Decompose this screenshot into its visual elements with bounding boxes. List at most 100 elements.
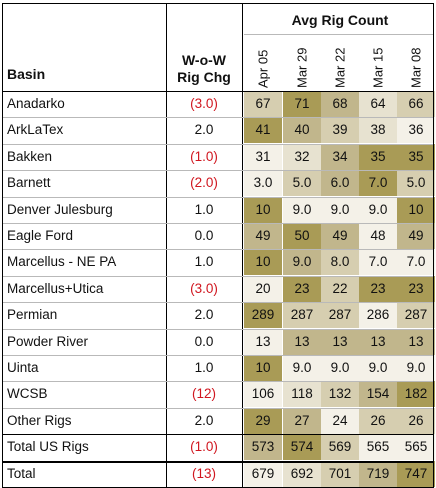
table-row: Barnett (2.0) 3.0 5.0 6.0 7.0 5.0 xyxy=(0,170,436,197)
rig-count-cell: 41 xyxy=(244,117,282,144)
row-divider xyxy=(3,144,433,145)
wow-change: 1.0 xyxy=(194,254,214,270)
rig-count-cell: 106 xyxy=(244,381,282,408)
table-row: Denver Julesburg 1.0 10 9.0 9.0 9.0 10 xyxy=(0,196,436,223)
basin-name: Total xyxy=(7,465,36,481)
rig-count-cell: 747 xyxy=(397,460,435,487)
rig-count-cell: 565 xyxy=(397,434,435,461)
wow-change: (13) xyxy=(191,465,216,481)
date-header-label: Mar 08 xyxy=(408,47,424,88)
rig-count-cell: 701 xyxy=(321,460,359,487)
wow-change: (1.0) xyxy=(190,439,218,455)
rig-count-cell: 68 xyxy=(321,91,359,117)
rig-count-cell: 10 xyxy=(397,196,435,223)
rig-count-cell: 39 xyxy=(321,117,359,144)
table-border-top xyxy=(2,3,434,4)
rig-count-cell: 118 xyxy=(283,381,321,408)
rig-count-cell: 6.0 xyxy=(321,170,359,197)
rig-count-cell: 287 xyxy=(283,302,321,329)
date-header: Apr 05 xyxy=(244,38,282,90)
rig-count-cell: 287 xyxy=(397,302,435,329)
date-header-label: Apr 05 xyxy=(255,49,271,88)
rig-count-cell: 287 xyxy=(321,302,359,329)
rig-count-cell: 569 xyxy=(321,434,359,461)
rig-count-cell: 10 xyxy=(244,249,282,276)
basin-name: Marcellus+Utica xyxy=(7,280,104,296)
rig-count-cell: 13 xyxy=(321,328,359,355)
wow-change: (2.0) xyxy=(190,175,218,191)
wow-change: (3.0) xyxy=(190,280,218,296)
rig-count-cell: 49 xyxy=(244,223,282,249)
rig-count-cell: 29 xyxy=(244,407,282,434)
table-row: Total (13) 679 692 701 719 747 xyxy=(0,460,436,487)
table-row: Eagle Ford 0.0 49 50 49 48 49 xyxy=(0,223,436,249)
header-divider xyxy=(2,91,434,92)
rig-count-cell: 9.0 xyxy=(321,196,359,223)
rig-count-cell: 38 xyxy=(359,117,397,144)
rig-count-cell: 49 xyxy=(397,223,435,249)
rig-count-cell: 35 xyxy=(359,143,397,170)
date-header: Mar 22 xyxy=(321,38,359,90)
date-header-label: Mar 22 xyxy=(332,47,348,88)
wow-change: 2.0 xyxy=(194,122,214,138)
table-row: Marcellus - NE PA 1.0 10 9.0 8.0 7.0 7.0 xyxy=(0,249,436,276)
wow-change: 2.0 xyxy=(194,307,214,323)
wow-change: 0.0 xyxy=(194,333,214,349)
rig-count-cell: 26 xyxy=(359,407,397,434)
date-header-label: Mar 29 xyxy=(294,47,310,88)
rig-count-cell: 66 xyxy=(397,91,435,117)
table-row: Anadarko (3.0) 67 71 68 64 66 xyxy=(0,91,436,117)
rig-count-cell: 27 xyxy=(283,407,321,434)
table-row: Other Rigs 2.0 29 27 24 26 26 xyxy=(0,407,436,434)
rig-count-cell: 286 xyxy=(359,302,397,329)
wow-change: 1.0 xyxy=(194,201,214,217)
wow-change: (12) xyxy=(191,386,216,402)
rig-count-cell: 9.0 xyxy=(283,355,321,381)
basin-name: ArkLaTex xyxy=(7,122,64,138)
rig-count-cell: 9.0 xyxy=(283,196,321,223)
wow-header-line2: Rig Chg xyxy=(177,69,231,85)
rig-count-cell: 31 xyxy=(244,143,282,170)
total-us-divider xyxy=(2,434,434,435)
rig-count-cell: 7.0 xyxy=(397,249,435,276)
rig-count-cell: 22 xyxy=(321,275,359,302)
basin-name: Uinta xyxy=(7,360,39,375)
table-row: Permian 2.0 289 287 287 286 287 xyxy=(0,302,436,329)
wow-change: 1.0 xyxy=(194,360,214,375)
rig-count-cell: 3.0 xyxy=(244,170,282,197)
rig-count-cell: 20 xyxy=(244,275,282,302)
rig-count-cell: 34 xyxy=(321,143,359,170)
rig-count-cell: 23 xyxy=(283,275,321,302)
date-header: Mar 29 xyxy=(283,38,321,90)
table-row: Bakken (1.0) 31 32 34 35 35 xyxy=(0,143,436,170)
rig-count-cell: 9.0 xyxy=(359,196,397,223)
table-row: Powder River 0.0 13 13 13 13 13 xyxy=(0,328,436,355)
date-header-label: Mar 15 xyxy=(370,47,386,88)
rig-count-cell: 5.0 xyxy=(283,170,321,197)
rig-count-cell: 24 xyxy=(321,407,359,434)
rig-count-cell: 26 xyxy=(397,407,435,434)
row-divider xyxy=(3,355,433,356)
table-row: Total US Rigs (1.0) 573 574 569 565 565 xyxy=(0,434,436,461)
rig-count-cell: 565 xyxy=(359,434,397,461)
basin-name: Marcellus - NE PA xyxy=(7,254,117,270)
rig-count-cell: 40 xyxy=(283,117,321,144)
basin-name: Eagle Ford xyxy=(7,228,74,243)
rig-count-cell: 10 xyxy=(244,196,282,223)
wow-change: (1.0) xyxy=(190,148,218,164)
avg-rig-count-header: Avg Rig Count xyxy=(291,12,389,28)
table-row: ArkLaTex 2.0 41 40 39 38 36 xyxy=(0,117,436,144)
row-divider xyxy=(3,408,433,409)
wow-header: W-o-W Rig Chg xyxy=(166,52,242,86)
rig-count-cell: 5.0 xyxy=(397,170,435,197)
row-divider xyxy=(3,381,433,382)
wow-header-line1: W-o-W xyxy=(181,52,227,68)
rig-count-cell: 574 xyxy=(283,434,321,461)
rig-count-cell: 13 xyxy=(397,328,435,355)
rig-count-cell: 49 xyxy=(321,223,359,249)
rig-count-cell: 13 xyxy=(244,328,282,355)
basin-name: Permian xyxy=(7,307,58,323)
row-divider xyxy=(3,223,433,224)
basin-name: Denver Julesburg xyxy=(7,201,113,217)
row-divider xyxy=(3,329,433,330)
